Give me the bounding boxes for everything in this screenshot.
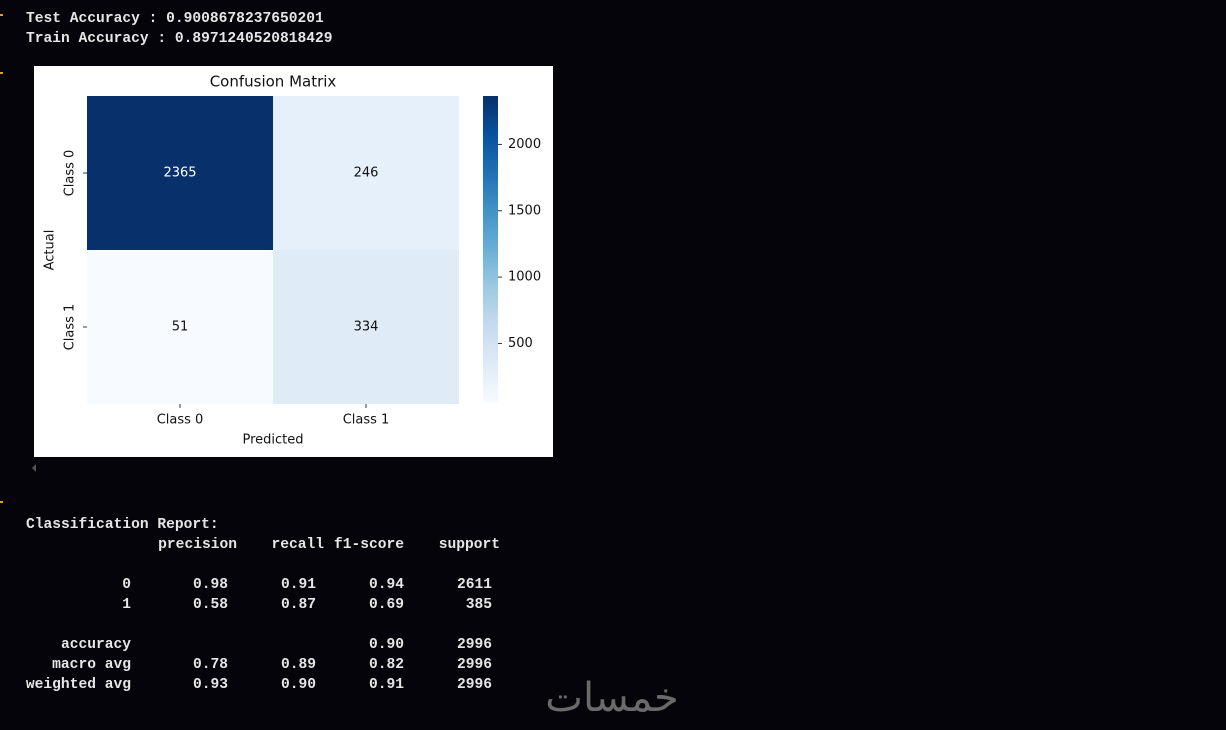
report-row-label: macro avg [52, 657, 131, 673]
report-cell: 0.93 [193, 677, 228, 693]
report-cell: 385 [466, 597, 492, 613]
report-row-label: weighted avg [26, 677, 131, 693]
heatmap-cell [87, 96, 273, 250]
cell-label: 51 [172, 320, 189, 335]
heatmap-cell [273, 250, 459, 404]
report-row-label: 1 [122, 597, 131, 613]
colorbar-tick-label: 1500 [508, 203, 541, 218]
y-tick-label: Class 0 [63, 150, 78, 197]
report-row-label: 0 [122, 577, 131, 593]
report-cell: 0.90 [369, 637, 404, 653]
report-cell: 0.91 [369, 677, 404, 693]
report-cell: 0.78 [193, 657, 228, 673]
report-header: recall [271, 537, 324, 553]
report-cell: 2996 [457, 677, 492, 693]
report-cell: 0.82 [369, 657, 404, 673]
y-axis-label: Actual [43, 230, 58, 271]
report-header: precision [158, 537, 237, 553]
report-header: support [439, 537, 500, 553]
cell-marker [0, 14, 3, 16]
report-cell: 0.90 [281, 677, 316, 693]
cell-label: 2365 [163, 166, 196, 181]
heatmap-cell [273, 96, 459, 250]
colorbar-tick-label: 500 [508, 336, 533, 351]
colorbar [483, 96, 498, 403]
colorbar-tick-label: 2000 [508, 137, 541, 152]
report-row-label: accuracy [61, 637, 131, 653]
report-cell: 2611 [457, 577, 492, 593]
chart-title: Confusion Matrix [210, 73, 337, 91]
report-cell: 0.58 [193, 597, 228, 613]
x-axis-label: Predicted [242, 433, 303, 448]
watermark: خمسات [545, 675, 678, 721]
cell-label: 246 [354, 166, 379, 181]
heatmap-cell [87, 250, 273, 404]
report-cell: 0.69 [369, 597, 404, 613]
x-tick-label: Class 1 [343, 413, 390, 428]
report-cell: 0.94 [369, 577, 404, 593]
cell-marker [0, 501, 3, 503]
x-tick-label: Class 0 [157, 413, 204, 428]
colorbar-tick-label: 1000 [508, 270, 541, 285]
report-cell: 2996 [457, 637, 492, 653]
y-tick-label: Class 1 [63, 304, 78, 351]
output-line: Train Accuracy : 0.8971240520818429 [26, 31, 333, 47]
report-cell: 0.89 [281, 657, 316, 673]
report-header: f1-score [334, 537, 404, 553]
output-line: Test Accuracy : 0.9008678237650201 [26, 11, 324, 27]
cell-marker [0, 72, 3, 74]
report-cell: 0.87 [281, 597, 316, 613]
cell-label: 334 [354, 320, 379, 335]
report-cell: 0.98 [193, 577, 228, 593]
scroll-arrow[interactable] [32, 464, 36, 472]
report-title: Classification Report: [26, 517, 219, 533]
report-cell: 2996 [457, 657, 492, 673]
report-cell: 0.91 [281, 577, 316, 593]
